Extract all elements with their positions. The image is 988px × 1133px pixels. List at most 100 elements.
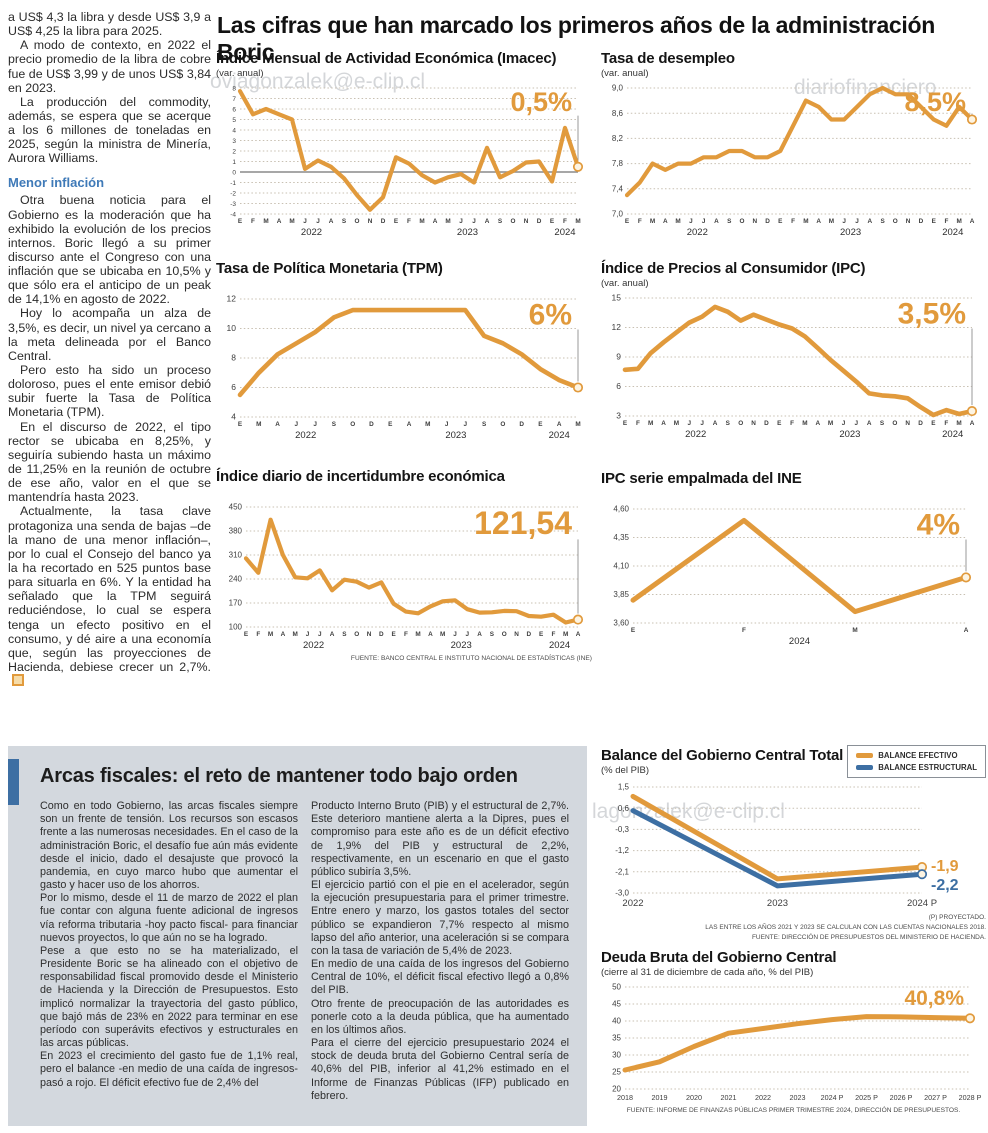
- svg-text:E: E: [539, 631, 544, 638]
- svg-text:A: A: [485, 218, 490, 225]
- svg-text:1: 1: [232, 159, 236, 166]
- svg-text:J: J: [316, 218, 320, 225]
- svg-text:25: 25: [612, 1068, 621, 1077]
- svg-text:J: J: [855, 420, 859, 427]
- fiscal-section-title: Arcas fiscales: el reto de mantener todo…: [40, 765, 518, 787]
- svg-text:D: D: [537, 218, 542, 225]
- article-subhead: Menor inflación: [8, 174, 105, 190]
- svg-text:2027 P: 2027 P: [924, 1093, 947, 1102]
- svg-text:J: J: [842, 218, 846, 225]
- svg-text:M: M: [803, 218, 808, 225]
- chart-svg-empalmada: 4,60 4,35 4,10 3,85 3,60E F M A 2024 4%: [613, 505, 972, 647]
- svg-text:4%: 4%: [917, 509, 960, 542]
- svg-text:E: E: [932, 218, 937, 225]
- svg-text:O: O: [355, 218, 360, 225]
- svg-text:S: S: [332, 421, 337, 428]
- svg-text:M: M: [648, 420, 653, 427]
- svg-text:2023: 2023: [445, 430, 466, 441]
- paragraph: El ejercicio partió con el pie en el ace…: [311, 879, 569, 957]
- svg-text:0,6: 0,6: [618, 804, 630, 813]
- svg-text:2024: 2024: [554, 227, 575, 238]
- fiscal-section: Arcas fiscales: el reto de mantener todo…: [8, 746, 587, 1126]
- svg-text:M: M: [829, 218, 834, 225]
- svg-text:7,8: 7,8: [612, 159, 624, 168]
- svg-text:7: 7: [232, 96, 236, 103]
- svg-text:2022: 2022: [301, 227, 322, 238]
- svg-text:N: N: [368, 218, 373, 225]
- page-title: Las cifras que han marcado los primeros …: [217, 12, 936, 65]
- svg-text:2019: 2019: [652, 1093, 668, 1102]
- svg-text:8: 8: [231, 353, 236, 363]
- svg-text:A: A: [329, 218, 334, 225]
- svg-text:J: J: [688, 420, 692, 427]
- svg-text:A: A: [557, 421, 562, 428]
- svg-text:D: D: [919, 218, 924, 225]
- svg-text:M: M: [293, 631, 298, 638]
- svg-text:F: F: [407, 218, 411, 225]
- svg-text:A: A: [407, 421, 412, 428]
- svg-text:7,0: 7,0: [612, 210, 624, 219]
- svg-text:4: 4: [231, 412, 236, 422]
- svg-text:30: 30: [612, 1051, 621, 1060]
- svg-text:E: E: [778, 218, 783, 225]
- svg-text:10: 10: [227, 323, 237, 333]
- spacer: [216, 277, 592, 290]
- svg-text:F: F: [742, 627, 746, 634]
- svg-text:170: 170: [229, 599, 243, 608]
- svg-text:S: S: [482, 421, 487, 428]
- svg-text:M: M: [563, 631, 568, 638]
- fiscal-columns: Como en todo Gobierno, las arcas fiscale…: [8, 796, 587, 1103]
- svg-text:A: A: [663, 218, 668, 225]
- svg-text:F: F: [251, 218, 255, 225]
- svg-text:4,35: 4,35: [613, 533, 629, 542]
- svg-text:M: M: [802, 420, 807, 427]
- svg-text:A: A: [330, 631, 335, 638]
- paragraph: Actualmente, la tasa clave protagoniza u…: [8, 504, 211, 688]
- svg-text:E: E: [244, 631, 249, 638]
- svg-text:M: M: [828, 420, 833, 427]
- chart-block-tpm: Tasa de Política Monetaria (TPM) 12 10 8 6 4…: [216, 260, 592, 443]
- svg-text:A: A: [964, 627, 969, 634]
- svg-text:J: J: [313, 421, 317, 428]
- svg-text:F: F: [563, 218, 567, 225]
- svg-text:E: E: [238, 218, 243, 225]
- svg-text:F: F: [636, 420, 640, 427]
- svg-text:D: D: [379, 631, 384, 638]
- svg-text:M: M: [256, 421, 261, 428]
- svg-text:2024: 2024: [942, 227, 963, 238]
- svg-text:M: M: [419, 218, 424, 225]
- svg-text:-2,1: -2,1: [615, 867, 629, 876]
- svg-text:2023: 2023: [790, 1093, 806, 1102]
- chart-title: Tasa de Política Monetaria (TPM): [216, 260, 443, 277]
- svg-text:A: A: [281, 631, 286, 638]
- svg-text:A: A: [970, 420, 975, 427]
- paragraph: Como en todo Gobierno, las arcas fiscale…: [40, 800, 298, 892]
- svg-text:2023: 2023: [767, 898, 788, 909]
- svg-text:M: M: [957, 218, 962, 225]
- svg-text:F: F: [944, 420, 948, 427]
- svg-text:M: M: [650, 218, 655, 225]
- paragraph: Producto Interno Bruto (PIB) y el estruc…: [311, 800, 569, 878]
- svg-text:-1,2: -1,2: [615, 846, 629, 855]
- svg-text:3: 3: [232, 138, 236, 145]
- svg-text:A: A: [816, 218, 821, 225]
- svg-text:J: J: [689, 218, 693, 225]
- svg-text:1,5: 1,5: [618, 783, 630, 792]
- svg-text:M: M: [575, 218, 580, 225]
- svg-text:380: 380: [229, 527, 243, 536]
- chart-svg-desempleo: 9,08,68,27,87,47,0E F M A M J J A S O N D E F M A M J J A S O…: [612, 84, 978, 238]
- svg-text:2023: 2023: [839, 429, 860, 440]
- svg-text:2023: 2023: [457, 227, 478, 238]
- svg-text:2024: 2024: [549, 640, 570, 651]
- svg-text:S: S: [727, 218, 732, 225]
- svg-text:D: D: [526, 631, 531, 638]
- chart-source: FUENTE: INFORME DE FINANZAS PÚBLICAS PRI…: [626, 1107, 961, 1114]
- chart-subtitle: (var. anual): [601, 278, 649, 289]
- svg-text:12: 12: [612, 322, 622, 332]
- svg-text:M: M: [268, 631, 273, 638]
- chart-canvas-imacec: 8 7 6 5 4 3 2 1 0 -1 -2 -3 -4 E F M A M J J A S O N D E F M A M J J A S O N…: [216, 82, 592, 240]
- svg-text:A: A: [477, 631, 482, 638]
- svg-text:E: E: [931, 420, 936, 427]
